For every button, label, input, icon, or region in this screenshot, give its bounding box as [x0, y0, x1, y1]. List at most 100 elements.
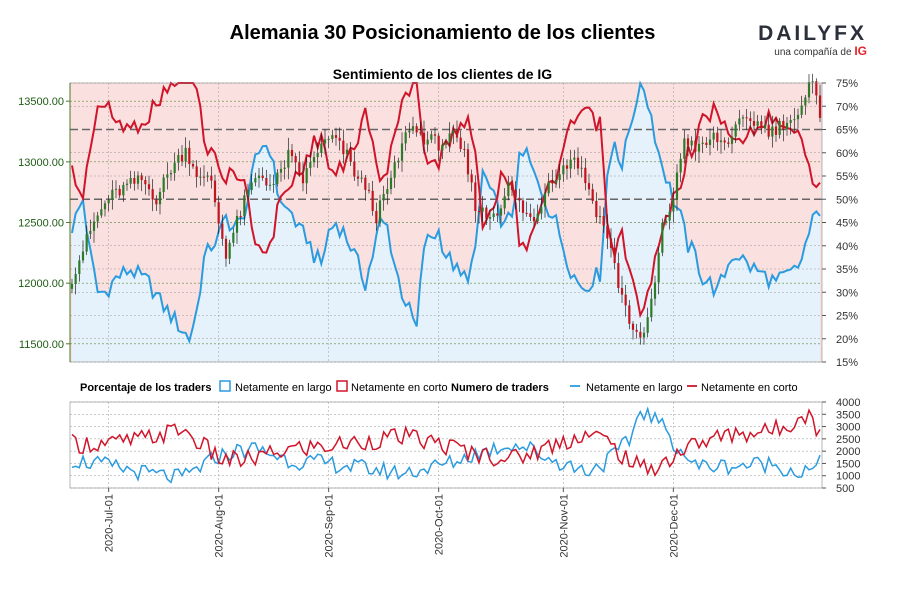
candle-body [554, 180, 558, 184]
candle-body [107, 200, 110, 204]
candle-body [78, 260, 81, 274]
candle-body [470, 174, 473, 183]
candle-body [723, 140, 726, 143]
candle-body [536, 213, 539, 222]
candle-body [521, 200, 525, 213]
chart-subtitle: Sentimiento de los clientes de IG [332, 66, 553, 82]
legend-num-title: Numero de traders [451, 382, 549, 394]
candle-body [474, 182, 477, 212]
legend-pct-short-swatch [336, 380, 348, 392]
candle-body [213, 180, 217, 203]
candle-body [92, 221, 96, 231]
candle-body [642, 332, 646, 338]
candle-body [683, 138, 686, 159]
left-tick-label: 12000.00 [18, 278, 64, 290]
candle-body [624, 294, 627, 306]
logo-tagline-text: una compañía de [774, 47, 852, 58]
candle-body [730, 136, 734, 144]
candle-body [158, 191, 162, 205]
legend-pct-long-swatch [219, 380, 231, 392]
candle-body [309, 162, 312, 169]
candle-body [697, 143, 701, 152]
candle-body [334, 135, 338, 138]
right-tick-label: 35% [836, 264, 858, 276]
candle-body [180, 154, 184, 162]
candle-body [496, 213, 499, 216]
candle-body [246, 189, 250, 196]
legend-num-short: Netamente en corto [701, 382, 798, 394]
candle-body [320, 143, 323, 153]
candle-body [155, 199, 158, 205]
candle-body [397, 160, 400, 163]
candle-body [672, 199, 675, 212]
traders-tick-label: 1000 [836, 471, 860, 483]
candle-body [301, 174, 305, 184]
legend-num-long: Netamente en largo [586, 382, 683, 394]
candle-body [606, 225, 609, 239]
candle-body [166, 174, 169, 178]
candle-body [532, 217, 536, 222]
candle-body [631, 323, 635, 330]
logo-tagline: una compañía de IG [755, 44, 867, 58]
right-tick-label: 75% [836, 78, 858, 90]
candle-body [763, 124, 767, 129]
candle-body [771, 126, 774, 137]
traders-tick-label: 2000 [836, 446, 860, 458]
date-axis: 2020-Jul-01 2020-Aug-01 2020-Sep-01 2020-Oc… [104, 488, 680, 558]
candle-body [690, 140, 693, 146]
candle-body [499, 208, 503, 216]
candle-body [283, 167, 286, 169]
candle-body [551, 181, 554, 184]
candle-body [782, 120, 785, 130]
brand-logo: DAILYFX una compañía de IG [755, 22, 867, 58]
candle-body [664, 220, 668, 223]
candle-body [573, 157, 576, 160]
candle-body [224, 238, 228, 259]
right-tick-label: 25% [836, 311, 858, 323]
candle-body [547, 181, 550, 194]
candle-body [455, 130, 459, 138]
candle-body [232, 232, 235, 243]
right-tick-label: 30% [836, 287, 858, 299]
candle-body [345, 149, 349, 155]
candle-body [708, 139, 712, 145]
candle-body [613, 247, 616, 264]
candle-body [338, 137, 341, 141]
candle-body [507, 181, 510, 197]
candle-body [254, 178, 257, 183]
candle-body [716, 132, 719, 143]
candle-body [426, 139, 429, 145]
candle-body [393, 162, 396, 178]
main-panel-axes: 11500.00 12000.00 12500.00 13000.00 13500.00… [18, 78, 858, 369]
candle-body [356, 176, 360, 179]
candle-body [818, 95, 822, 118]
candle-body [279, 168, 283, 173]
candle-body [591, 189, 594, 201]
candle-body [459, 137, 462, 149]
traders-tick-label: 2500 [836, 434, 860, 446]
candle-body [661, 222, 664, 253]
candle-body [789, 120, 792, 123]
candle-body [202, 176, 206, 178]
candle-body [540, 206, 543, 214]
candle-body [628, 305, 631, 324]
candle-body [734, 124, 737, 137]
candle-body [199, 176, 202, 178]
candle-body [298, 162, 301, 175]
date-tick-label: 2020-Aug-01 [214, 494, 226, 558]
candle-body [221, 223, 224, 239]
candle-body [404, 132, 407, 144]
candle-body [118, 188, 121, 196]
candle-body [268, 184, 272, 186]
legend-pct-long: Netamente en largo [235, 382, 332, 394]
traders-tick-label: 500 [836, 483, 854, 495]
chart-title: Alemania 30 Posicionamiento de los clien… [229, 22, 656, 44]
candle-body [815, 81, 818, 96]
candle-body [477, 211, 481, 213]
candle-body [364, 177, 367, 190]
right-tick-label: 15% [836, 357, 858, 369]
traders-tick-label: 3000 [836, 422, 860, 434]
candle-body [749, 118, 752, 122]
